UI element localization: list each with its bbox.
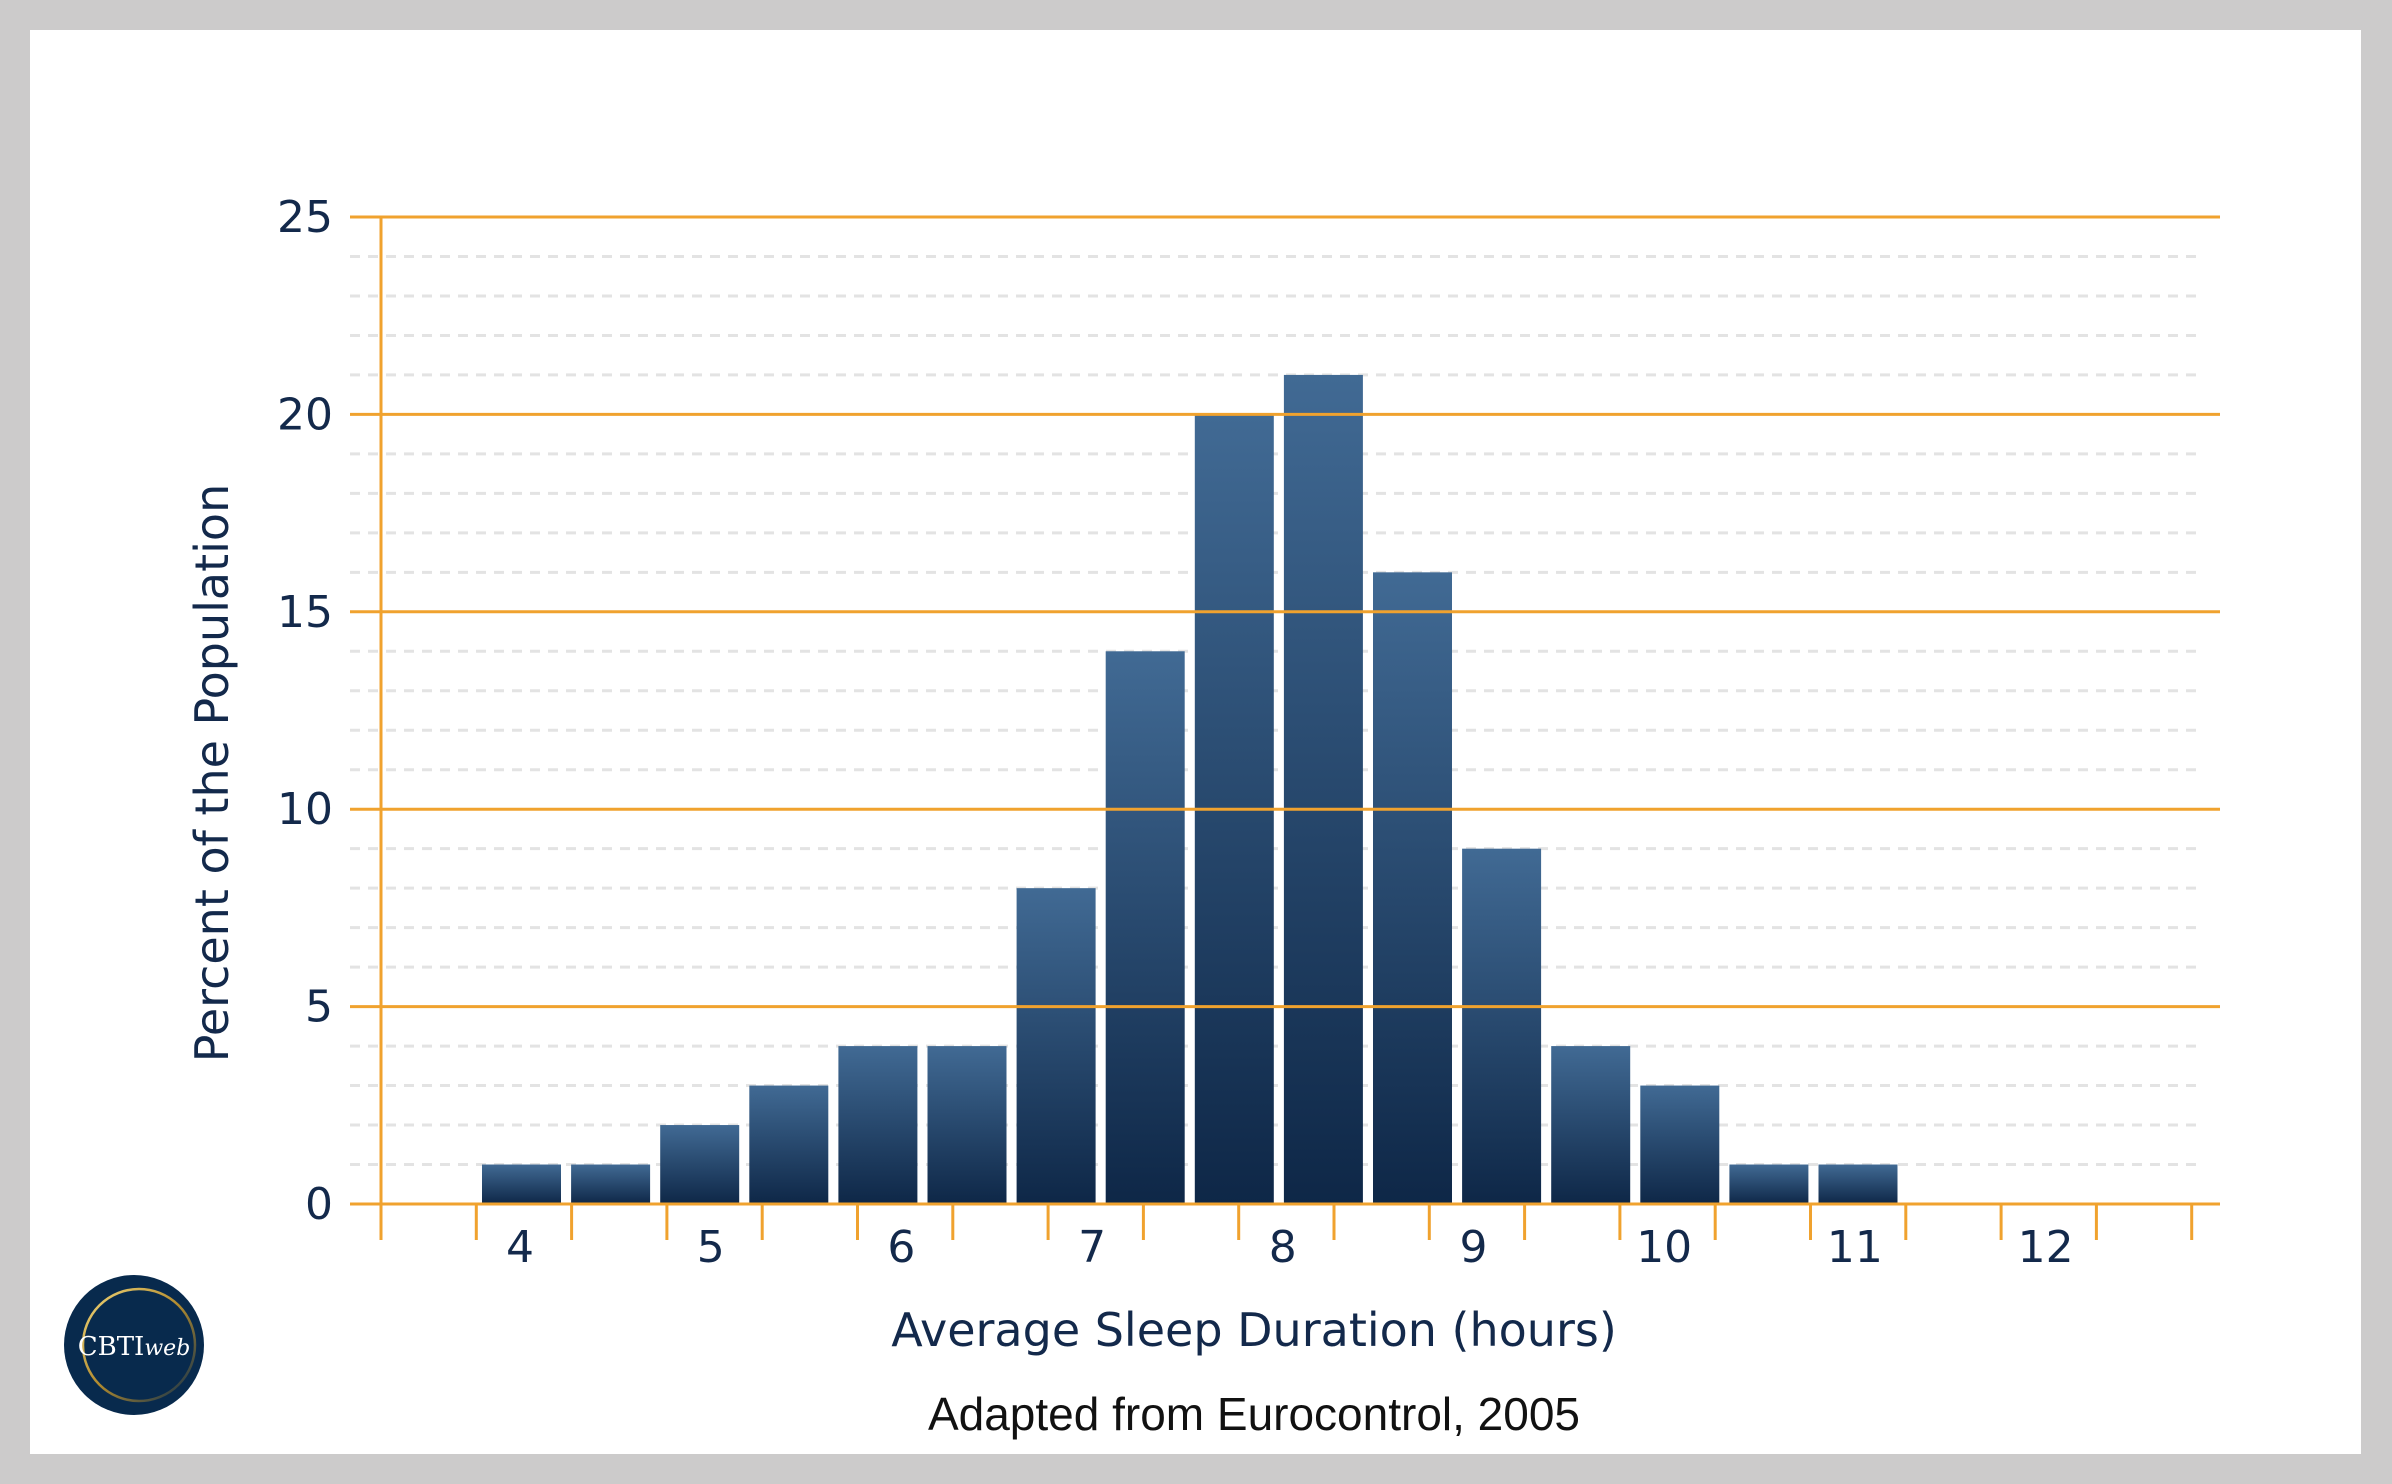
x-tick-label: 5 bbox=[697, 1222, 725, 1273]
bar-9.5 bbox=[1462, 848, 1542, 1204]
x-axis-label: Average Sleep Duration (hours) bbox=[891, 1303, 1617, 1357]
bar-10.5 bbox=[1640, 1085, 1720, 1204]
y-tick-label: 0 bbox=[305, 1179, 333, 1230]
x-tick-label: 12 bbox=[2018, 1222, 2074, 1273]
bar-6 bbox=[838, 1046, 918, 1204]
y-tick-label: 10 bbox=[277, 784, 333, 835]
x-tick-label: 4 bbox=[506, 1222, 534, 1273]
x-tick-label: 9 bbox=[1460, 1222, 1488, 1273]
y-axis-label: Percent of the Population bbox=[185, 484, 239, 1062]
bar-4.5 bbox=[571, 1164, 651, 1204]
y-tick-label: 15 bbox=[277, 587, 333, 638]
bar-11.5 bbox=[1818, 1164, 1898, 1204]
bar-9 bbox=[1373, 572, 1452, 1204]
x-tick-label: 10 bbox=[1636, 1222, 1692, 1273]
bar-7 bbox=[1016, 888, 1096, 1204]
y-tick-label: 20 bbox=[277, 389, 333, 440]
bar-5 bbox=[660, 1125, 740, 1204]
svg-text:CBTIweb: CBTIweb bbox=[78, 1332, 191, 1362]
source-note: Adapted from Eurocontrol, 2005 bbox=[928, 1388, 1580, 1440]
x-tick-label: 8 bbox=[1269, 1222, 1297, 1273]
y-tick-label: 25 bbox=[277, 192, 333, 243]
y-tick-label: 5 bbox=[305, 982, 333, 1033]
bar-11 bbox=[1729, 1164, 1809, 1204]
x-tick-label: 11 bbox=[1827, 1222, 1883, 1273]
cbtiweb-logo: CBTIweb bbox=[64, 1275, 204, 1415]
bar-5.5 bbox=[749, 1085, 829, 1204]
x-tick-label: 6 bbox=[887, 1222, 915, 1273]
bar-6.5 bbox=[927, 1046, 1007, 1204]
bar-4 bbox=[482, 1164, 561, 1204]
bar-8.5 bbox=[1283, 374, 1363, 1204]
bar-7.5 bbox=[1105, 651, 1185, 1204]
x-tick-label: 7 bbox=[1078, 1222, 1106, 1273]
bar-10 bbox=[1551, 1046, 1631, 1204]
